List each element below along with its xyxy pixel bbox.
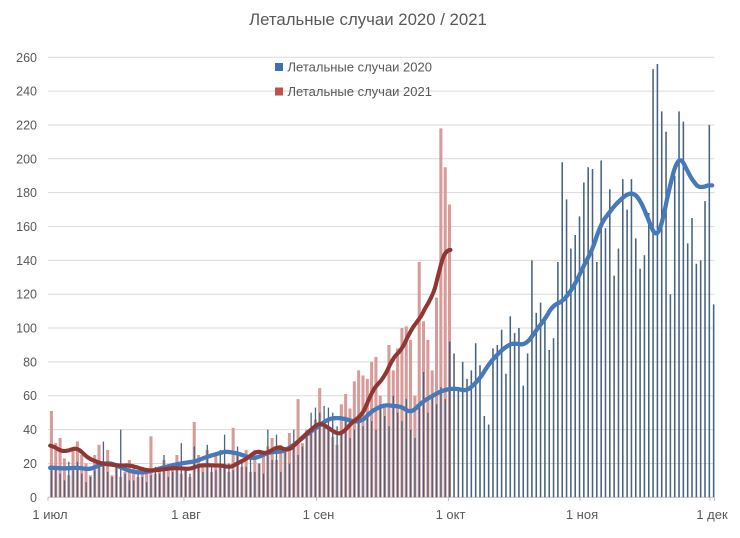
- svg-text:60: 60: [23, 389, 37, 403]
- svg-text:220: 220: [16, 119, 37, 133]
- svg-text:1 июл: 1 июл: [32, 507, 67, 522]
- svg-text:40: 40: [23, 423, 37, 437]
- svg-text:0: 0: [30, 491, 37, 505]
- svg-text:260: 260: [16, 51, 37, 65]
- svg-text:240: 240: [16, 85, 37, 99]
- svg-text:Летальные случаи 2021: Летальные случаи 2021: [288, 84, 432, 99]
- svg-text:80: 80: [23, 355, 37, 369]
- svg-text:100: 100: [16, 322, 37, 336]
- svg-text:120: 120: [16, 288, 37, 302]
- svg-text:1 сен: 1 сен: [303, 507, 335, 522]
- svg-text:180: 180: [16, 186, 37, 200]
- svg-text:1 окт: 1 окт: [436, 507, 466, 522]
- svg-text:Летальные случаи 2020 / 2021: Летальные случаи 2020 / 2021: [249, 10, 487, 29]
- svg-text:200: 200: [16, 152, 37, 166]
- svg-text:1 авг: 1 авг: [171, 507, 201, 522]
- svg-text:20: 20: [23, 457, 37, 471]
- svg-text:160: 160: [16, 220, 37, 234]
- svg-text:1 ноя: 1 ноя: [566, 507, 598, 522]
- svg-text:1 дек: 1 дек: [696, 507, 728, 522]
- svg-text:140: 140: [16, 254, 37, 268]
- svg-text:Летальные случаи 2020: Летальные случаи 2020: [288, 60, 432, 75]
